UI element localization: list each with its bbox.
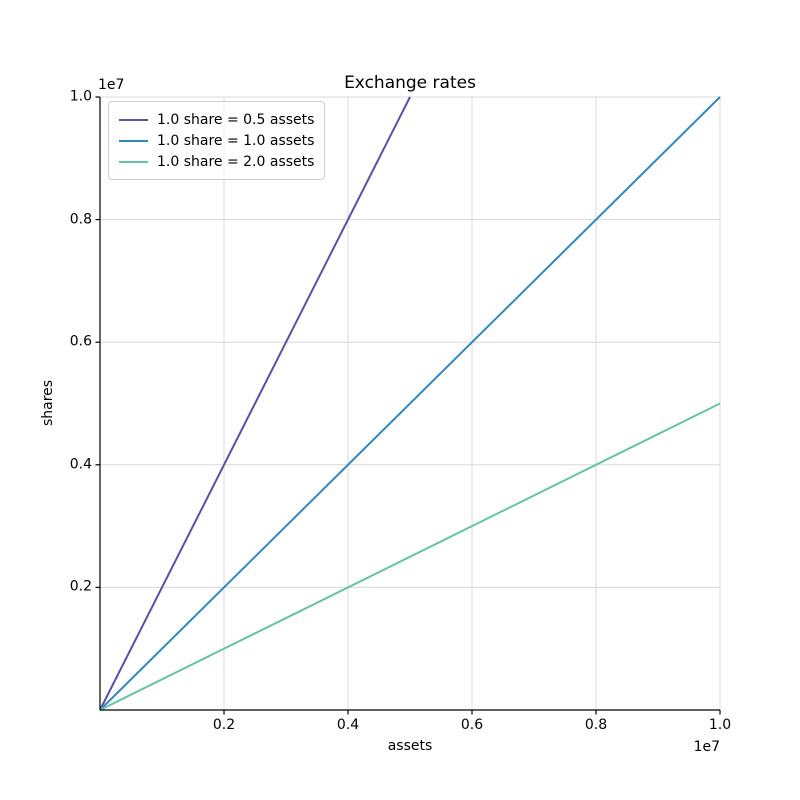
series-line: [99, 402, 721, 711]
y-tick-label: 1.0: [69, 88, 92, 105]
legend-item-label: 1.0 share = 2.0 assets: [157, 153, 315, 170]
x-tick-label: 1.0: [708, 717, 732, 733]
y-tick-label: 0.6: [69, 333, 92, 350]
x-axis-offset-label: 1e7: [693, 739, 720, 755]
series-line: [99, 96, 411, 711]
legend-item-label: 1.0 share = 0.5 assets: [157, 111, 315, 128]
x-tick-label: 0.2: [212, 717, 236, 733]
legend-item: 1.0 share = 0.5 assets: [119, 109, 314, 130]
series-line: [99, 96, 721, 711]
legend-line-swatch: [119, 139, 148, 142]
x-tick-label: 0.6: [460, 717, 484, 733]
legend-item: 1.0 share = 1.0 assets: [119, 130, 314, 151]
y-tick-label: 0.4: [69, 456, 92, 473]
chart-title: Exchange rates: [344, 73, 476, 93]
y-tick-label: 0.8: [69, 211, 92, 228]
legend-item-label: 1.0 share = 1.0 assets: [157, 132, 315, 149]
x-tick-label: 0.4: [336, 717, 360, 733]
y-axis-label: shares: [40, 379, 56, 427]
y-axis-offset-label: 1e7: [98, 77, 125, 93]
x-axis-label: assets: [387, 738, 433, 754]
x-tick-label: 0.8: [584, 717, 608, 733]
y-tick-label: 0.2: [69, 578, 92, 595]
legend-line-swatch: [119, 118, 148, 121]
legend-line-swatch: [119, 160, 148, 163]
legend-item: 1.0 share = 2.0 assets: [119, 151, 314, 172]
legend: 1.0 share = 0.5 assets 1.0 share = 1.0 a…: [108, 101, 326, 180]
